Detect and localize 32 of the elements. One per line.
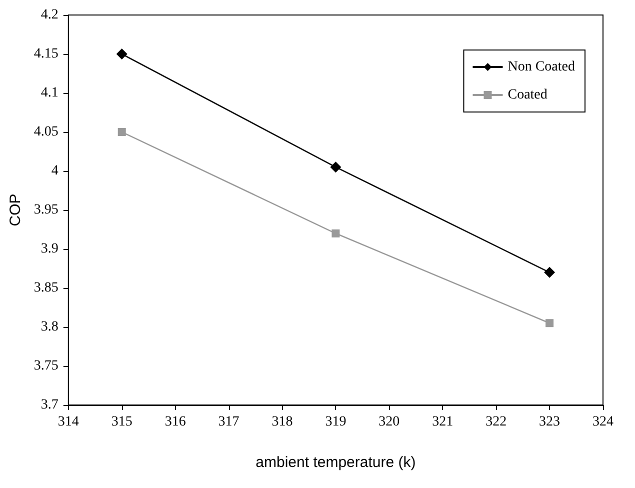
point — [116, 48, 128, 60]
point — [332, 229, 340, 238]
x-tick-label: 316 — [164, 414, 186, 430]
legend-label: Coated — [508, 88, 548, 102]
y-tick-label: 4.05 — [34, 124, 58, 140]
point — [118, 128, 126, 136]
x-axis-title: ambient temperature (k) — [256, 454, 416, 471]
y-tick-label: 4.15 — [34, 46, 58, 62]
y-tick-label: 3.9 — [40, 242, 58, 256]
y-tick-label: 4.1 — [40, 86, 58, 100]
x-tick-label: 317 — [218, 414, 240, 430]
y-tick-label: 4 — [51, 164, 58, 178]
x-tick-label: 315 — [111, 414, 132, 430]
y-tick-label: 4.2 — [40, 8, 58, 22]
x-tick-label: 314 — [58, 414, 79, 430]
x-tick-label: 321 — [432, 414, 454, 430]
y-tick-label: 3.7 — [40, 398, 58, 412]
x-tick-label: 322 — [486, 414, 507, 430]
x-tick-label: 318 — [272, 414, 293, 430]
point — [544, 266, 556, 278]
y-tick-label: 3.95 — [34, 202, 58, 218]
x-tick-label: 323 — [539, 414, 560, 430]
x-tick-label: 319 — [325, 414, 346, 430]
y-tick-label: 3.8 — [40, 320, 58, 334]
y-axis-title: COP — [7, 194, 24, 226]
y-tick-label: 3.75 — [34, 358, 58, 374]
y-tick-label: 3.85 — [34, 280, 58, 296]
point — [546, 319, 554, 328]
point — [330, 162, 342, 173]
legend-label: Non Coated — [508, 60, 575, 74]
x-tick-label: 320 — [378, 414, 400, 430]
x-tick-label: 324 — [592, 414, 614, 430]
